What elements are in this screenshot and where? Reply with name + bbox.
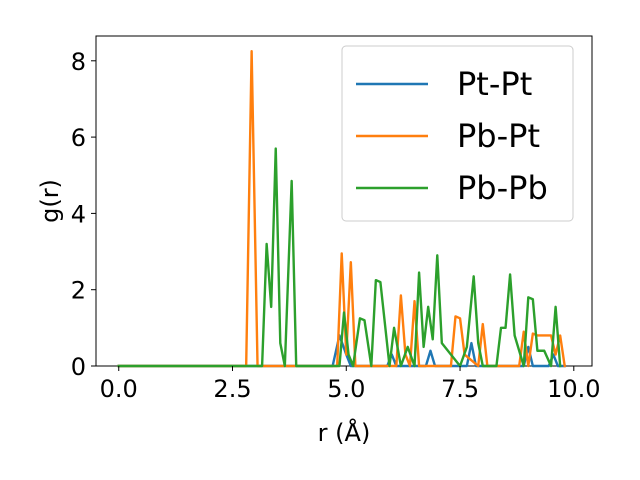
legend-label-pb-pt: Pb-Pt	[457, 117, 540, 155]
y-tick-label: 2	[71, 277, 86, 305]
x-tick-label: 5.0	[327, 375, 365, 403]
y-tick-label: 6	[71, 124, 86, 152]
x-tick-label: 0.0	[100, 375, 138, 403]
series-line-pb-pb	[117, 147, 562, 368]
legend-label-pt-pt: Pt-Pt	[457, 65, 532, 103]
x-tick-label: 2.5	[213, 375, 251, 403]
series-layer	[117, 50, 567, 368]
y-tick-label: 0	[71, 353, 86, 381]
y-axis-title: g(r)	[36, 179, 64, 223]
y-tick-label: 4	[71, 200, 86, 228]
axes: 0.0 2.5 5.0 7.5 10.0 0 2 4 6 8	[71, 48, 601, 403]
x-tick-label: 7.5	[441, 375, 479, 403]
x-tick-label: 10.0	[547, 375, 600, 403]
y-tick-label: 8	[71, 48, 86, 76]
x-axis-title: r (Å)	[318, 418, 371, 447]
legend: Pt-Pt Pb-Pt Pb-Pb	[341, 45, 574, 222]
series-line-pb-pt	[117, 50, 567, 368]
legend-label-pb-pb: Pb-Pb	[457, 169, 548, 207]
legend-frame	[341, 45, 574, 222]
